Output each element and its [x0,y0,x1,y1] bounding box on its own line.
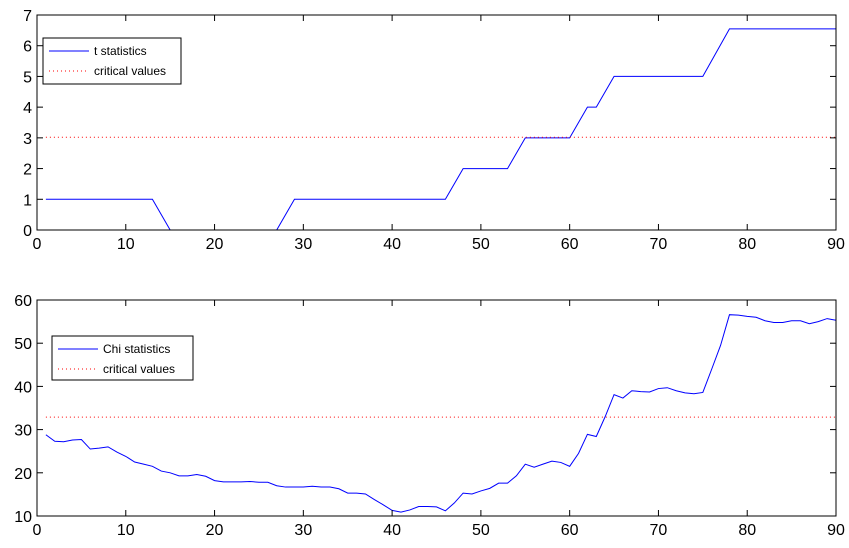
plot-area-frame [36,14,837,231]
y-tick-label: 50 [14,336,32,353]
y-tick-label: 30 [14,423,32,440]
y-tick-label: 60 [14,293,32,310]
plot-area-frame [36,299,837,517]
x-tick-label: 40 [383,236,401,253]
y-tick-label: 20 [14,466,32,483]
legend: t statistics critical values [42,37,182,85]
x-tick-label: 40 [383,522,401,539]
legend-label: critical values [94,64,166,78]
y-tick-label: 40 [14,379,32,396]
y-tick-label: 10 [14,509,32,526]
x-tick-label: 0 [33,236,42,253]
y-tick-label: 1 [23,192,32,209]
y-tick-label: 3 [23,131,32,148]
x-tick-label: 70 [650,236,668,253]
x-tick-label: 90 [827,522,845,539]
x-tick-label: 50 [472,522,490,539]
x-tick-label: 60 [561,522,579,539]
y-tick-label: 0 [23,223,32,240]
x-tick-label: 0 [33,522,42,539]
x-tick-label: 80 [738,522,756,539]
chi-statistics-line [45,314,837,513]
x-tick-label: 80 [738,236,756,253]
x-tick-label: 60 [561,236,579,253]
legend-box [51,335,194,381]
y-tick-label: 2 [23,162,32,179]
x-tick-label: 70 [650,522,668,539]
y-tick-label: 7 [23,8,32,25]
x-tick-label: 90 [827,236,845,253]
legend: Chi statistics critical values [51,335,194,381]
x-tick-label: 20 [206,236,224,253]
x-tick-label: 10 [117,522,135,539]
chart-1: 0 10 20 30 40 50 60 70 80 90 0 1 2 3 4 5 6 7 t statistics c… [23,8,845,253]
y-tick-label: 6 [23,39,32,56]
y-tick-label: 5 [23,69,32,86]
legend-label: critical values [103,362,175,376]
x-tick-label: 50 [472,236,490,253]
x-tick-label: 30 [294,522,312,539]
x-tick-label: 10 [117,236,135,253]
x-tick-label: 30 [294,236,312,253]
legend-label: Chi statistics [103,342,170,356]
x-tick-label: 20 [206,522,224,539]
legend-box [42,37,182,85]
legend-label: t statistics [94,44,147,58]
y-tick-label: 4 [23,100,32,117]
